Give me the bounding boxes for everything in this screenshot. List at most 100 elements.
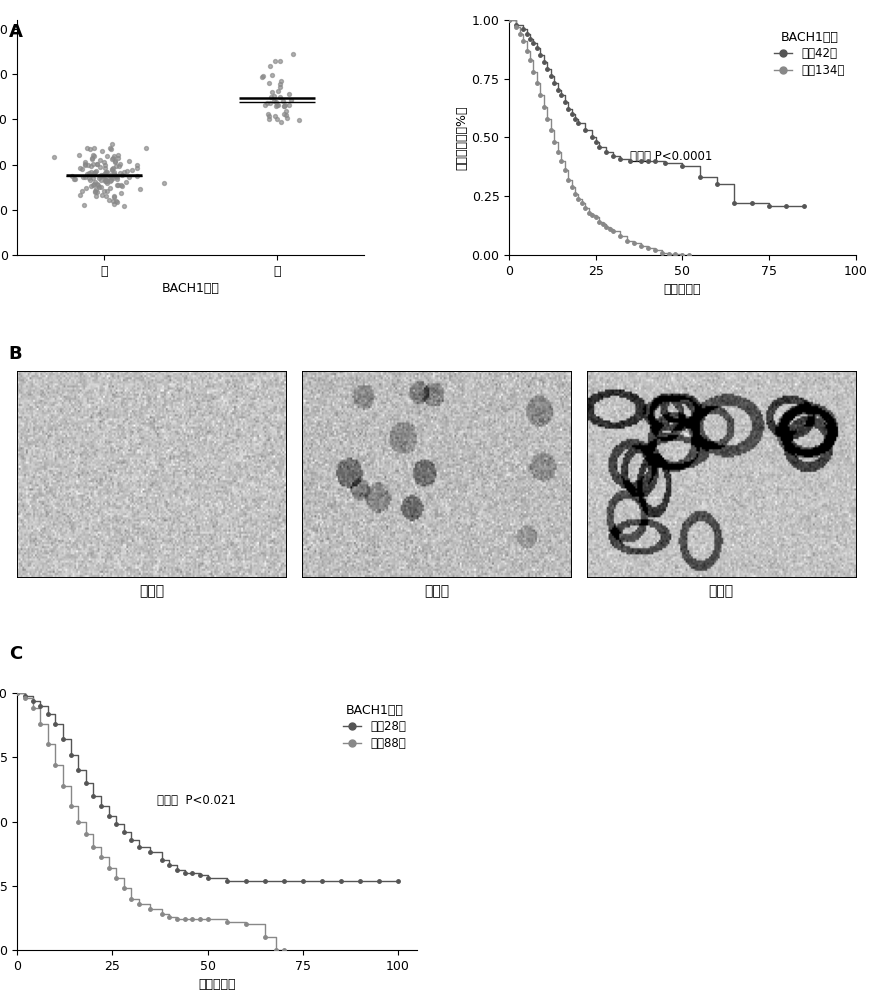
X-axis label: 时间（月）: 时间（月）	[198, 978, 236, 991]
Point	[270, 97, 284, 113]
Point	[104, 141, 118, 157]
Point	[73, 160, 87, 176]
Point	[122, 169, 136, 185]
Text: C: C	[9, 645, 22, 663]
Point	[88, 184, 102, 200]
Point	[79, 156, 93, 172]
X-axis label: BACH1表达: BACH1表达	[162, 282, 219, 295]
Point	[99, 172, 113, 188]
Point	[282, 97, 296, 113]
Point	[130, 160, 144, 176]
Point	[278, 107, 292, 123]
Point	[93, 168, 107, 184]
Point	[86, 177, 100, 193]
Point	[110, 194, 124, 210]
Point	[107, 164, 120, 180]
Point	[109, 168, 123, 184]
Point	[272, 76, 286, 92]
Point	[130, 157, 144, 173]
Point	[108, 154, 122, 170]
X-axis label: 中阳性: 中阳性	[424, 584, 449, 598]
Point	[93, 159, 107, 175]
Point	[94, 179, 108, 195]
Point	[292, 112, 306, 128]
Point	[263, 95, 277, 111]
Point	[262, 75, 276, 91]
Point	[111, 147, 125, 163]
Point	[81, 157, 95, 173]
Point	[95, 143, 109, 159]
Point	[265, 89, 278, 105]
Point	[89, 181, 103, 197]
Point	[86, 170, 100, 186]
Point	[109, 193, 123, 209]
Point	[267, 93, 281, 109]
Point	[112, 150, 126, 166]
Point	[278, 103, 292, 119]
Point	[106, 193, 120, 209]
Point	[98, 160, 112, 176]
Point	[83, 141, 97, 157]
Point	[97, 183, 111, 199]
Text: 对数秩  P<0.021: 对数秩 P<0.021	[157, 794, 236, 807]
Point	[85, 151, 99, 167]
Legend: 高（28）, 低（88）: 高（28）, 低（88）	[338, 699, 410, 754]
Point	[107, 166, 121, 182]
Point	[84, 178, 98, 194]
Point	[284, 92, 298, 108]
Point	[103, 140, 117, 156]
Point	[100, 164, 114, 180]
Point	[107, 189, 120, 205]
Point	[271, 111, 285, 127]
Point	[90, 156, 104, 172]
Point	[90, 184, 104, 200]
Point	[111, 177, 125, 193]
Point	[130, 168, 144, 184]
Point	[285, 46, 299, 62]
Point	[112, 158, 126, 174]
Point	[140, 140, 154, 156]
Y-axis label: 总体生存率（%）: 总体生存率（%）	[456, 105, 469, 170]
Point	[90, 163, 104, 179]
Point	[78, 157, 92, 173]
Point	[261, 106, 275, 122]
Point	[68, 171, 82, 187]
X-axis label: 时间（月）: 时间（月）	[663, 283, 701, 296]
Point	[256, 68, 270, 84]
Point	[66, 171, 80, 187]
Point	[114, 185, 128, 201]
Point	[101, 170, 115, 186]
Point	[260, 95, 274, 111]
Point	[107, 148, 120, 164]
Point	[75, 183, 89, 199]
Point	[113, 165, 127, 181]
Point	[114, 178, 128, 194]
Point	[105, 162, 119, 178]
Point	[93, 172, 107, 188]
Point	[76, 169, 90, 185]
Point	[255, 69, 269, 85]
Point	[105, 167, 119, 183]
Point	[282, 86, 296, 102]
Point	[258, 97, 272, 113]
Point	[125, 162, 139, 178]
Point	[102, 192, 116, 208]
Point	[271, 83, 285, 99]
X-axis label: 强阳性: 强阳性	[709, 584, 734, 598]
Point	[94, 187, 108, 203]
Point	[90, 188, 104, 204]
Point	[98, 173, 112, 189]
Point	[104, 172, 118, 188]
Point	[120, 163, 134, 179]
Point	[79, 180, 93, 196]
Point	[268, 108, 282, 124]
Point	[107, 170, 120, 186]
X-axis label: 弱阳性: 弱阳性	[139, 584, 164, 598]
Text: B: B	[9, 345, 23, 363]
Point	[78, 154, 92, 170]
Point	[107, 188, 121, 204]
Text: 对数秩 P<0.0001: 对数秩 P<0.0001	[630, 150, 713, 163]
Point	[263, 58, 277, 74]
Point	[114, 177, 128, 193]
Point	[280, 110, 294, 126]
